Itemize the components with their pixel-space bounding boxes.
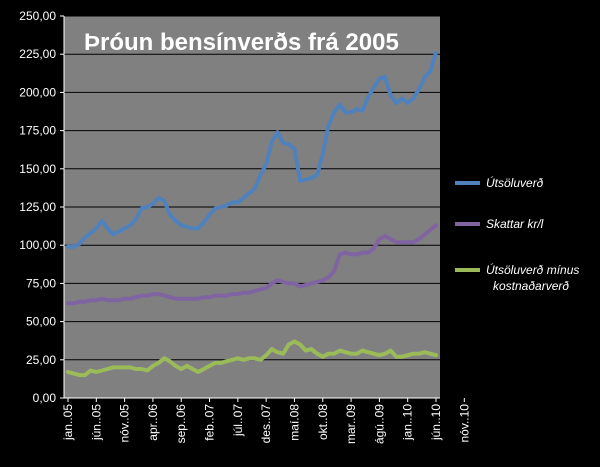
x-tick-label: jún..10 xyxy=(429,404,443,441)
x-tick-label: jún..05 xyxy=(89,404,103,441)
y-tick-label: 0,00 xyxy=(33,391,57,405)
x-tick-label: maí.08 xyxy=(287,404,301,441)
series-line-2 xyxy=(66,223,438,306)
x-tick-label: des..07 xyxy=(259,404,273,444)
legend-label: Útsöluverð xyxy=(486,175,544,190)
y-tick-label: 100,00 xyxy=(19,238,56,252)
x-tick-label: nóv..05 xyxy=(118,404,132,443)
series-lines xyxy=(66,50,438,378)
series-line-1 xyxy=(66,50,438,249)
y-tick-label: 150,00 xyxy=(19,162,56,176)
y-tick-label: 175,00 xyxy=(19,124,56,138)
y-tick-label: 50,00 xyxy=(26,315,56,329)
x-axis: jan..05 jún..05 nóv..05 apr..06 sep..06 feb..… xyxy=(61,397,471,444)
legend-label: Útsöluverð mínus kostnaðarverð xyxy=(486,262,579,293)
chart-title: Þróun bensínverðs frá 2005 xyxy=(84,29,399,56)
y-tick-label: 125,00 xyxy=(19,200,56,214)
y-axis: 0,00 25,00 50,00 75,00 100,00 125,00 150,00 175… xyxy=(19,9,65,405)
y-tick-label: 225,00 xyxy=(19,47,56,61)
legend: Útsöluverð Skattar kr/l Útsöluverð mínus ko… xyxy=(455,175,579,293)
y-tick-label: 200,00 xyxy=(19,85,56,99)
x-tick-label: júl..07 xyxy=(231,404,245,437)
x-tick-label: nóv..10 xyxy=(457,404,471,443)
x-tick-label: mar..09 xyxy=(344,404,358,444)
x-tick-label: sep..06 xyxy=(174,404,188,444)
x-tick-label: okt..08 xyxy=(316,404,330,440)
x-tick-label: feb..07 xyxy=(203,404,217,441)
y-tick-label: 75,00 xyxy=(26,276,56,290)
x-tick-label: ágú..09 xyxy=(372,404,386,444)
y-tick-label: 25,00 xyxy=(26,353,56,367)
series-line-3 xyxy=(66,339,438,378)
x-tick-label: jan..05 xyxy=(61,404,75,441)
x-tick-label: jan..10 xyxy=(401,404,415,441)
x-tick-label: apr..06 xyxy=(146,404,160,441)
y-tick-label: 250,00 xyxy=(19,9,56,23)
legend-label: Skattar kr/l xyxy=(486,217,544,231)
